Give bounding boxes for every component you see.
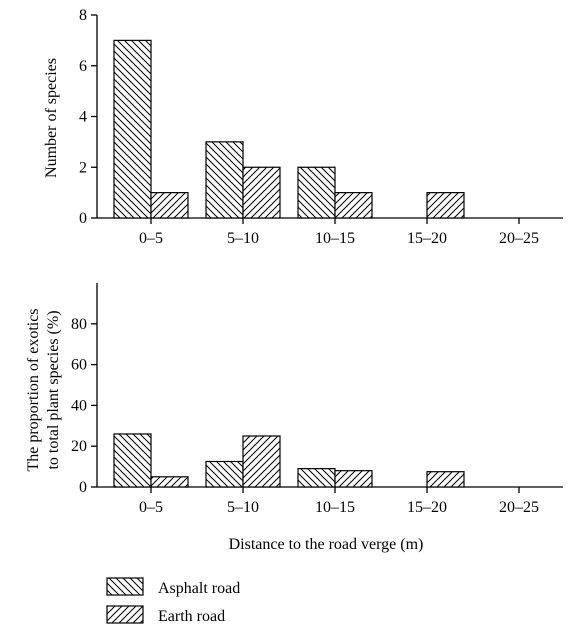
legend-label-asphalt-road: Asphalt road — [158, 580, 240, 597]
legend-swatch-earth-road — [106, 605, 144, 624]
bar-asphalt-road-top — [113, 39, 152, 219]
legend-label-earth-road: Earth road — [158, 608, 225, 625]
x-tick-label-top: 0–5 — [139, 230, 163, 247]
y-tick-label-top: 4 — [79, 109, 87, 126]
x-tick-label-bottom: 10–15 — [315, 499, 355, 516]
y-tick-label-bottom: 80 — [71, 316, 87, 333]
bar-earth-road-bottom — [334, 470, 373, 488]
x-tick-label-bottom: 0–5 — [139, 499, 163, 516]
bar-asphalt-road-top — [205, 141, 244, 219]
legend-swatch-asphalt-road — [106, 577, 144, 596]
y-axis-label-bottom-line-2: to total plant species (%) — [45, 310, 62, 469]
y-tick-label-bottom: 40 — [71, 397, 87, 414]
legend: Asphalt road Earth road — [106, 577, 240, 625]
bar-earth-road-top — [242, 166, 281, 219]
bar-asphalt-road-bottom — [205, 460, 244, 488]
bar-earth-road-top — [426, 192, 465, 219]
y-tick-label-top: 2 — [79, 159, 87, 176]
y-axis-label-top: Number of species — [43, 58, 60, 178]
y-tick-label-bottom: 60 — [71, 357, 87, 374]
x-tick-label-bottom: 5–10 — [227, 499, 259, 516]
bar-asphalt-road-bottom — [113, 433, 152, 488]
y-tick-label-bottom: 20 — [71, 438, 87, 455]
bar-earth-road-bottom — [426, 471, 465, 488]
bar-earth-road-bottom — [242, 435, 281, 488]
chart-bottom-exotic-proportion: 0 20 40 60 80 0–5 5–10 10–15 15–20 20–25 The prop… — [25, 283, 563, 553]
x-tick-label-top: 15–20 — [407, 230, 447, 247]
x-tick-label-bottom: 15–20 — [407, 499, 447, 516]
x-tick-label-top: 10–15 — [315, 230, 355, 247]
y-tick-label-top: 0 — [79, 210, 87, 227]
chart-top-species-count: 0 2 4 6 8 0–5 5–10 10–15 15–20 20–25 Number of sp… — [43, 7, 563, 247]
bar-earth-road-bottom — [150, 476, 189, 488]
y-tick-label-bottom: 0 — [79, 479, 87, 496]
y-tick-label-top: 8 — [79, 7, 87, 24]
x-tick-label-top: 20–25 — [499, 230, 539, 247]
x-tick-label-bottom: 20–25 — [499, 499, 539, 516]
x-axis-label: Distance to the road verge (m) — [229, 536, 424, 553]
bar-asphalt-road-top — [297, 166, 336, 219]
x-tick-label-top: 5–10 — [227, 230, 259, 247]
y-tick-label-top: 6 — [79, 58, 87, 75]
bar-asphalt-road-bottom — [297, 468, 336, 488]
bar-earth-road-top — [150, 192, 189, 219]
y-axis-label-bottom-line-1: The proportion of exotics — [25, 308, 42, 471]
bar-earth-road-top — [334, 192, 373, 219]
